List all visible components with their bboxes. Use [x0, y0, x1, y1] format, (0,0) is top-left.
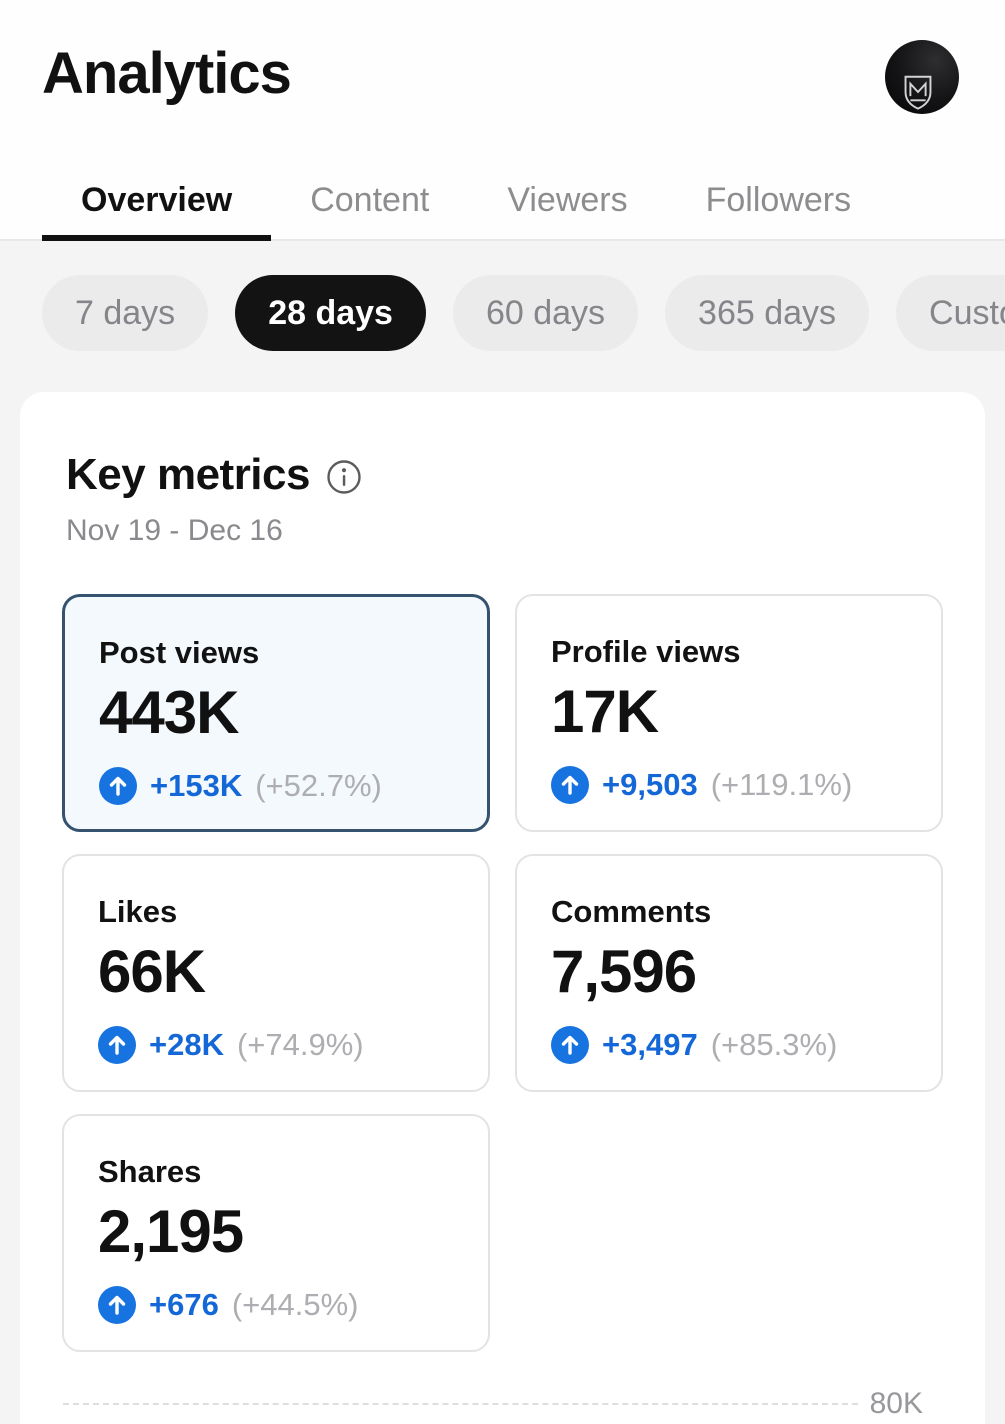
metric-delta-percent: (+74.9%) [236, 1027, 364, 1062]
range-pill-7-days[interactable]: 7 days [42, 275, 209, 351]
range-pill-60-days[interactable]: 60 days [452, 275, 639, 351]
tab-followers[interactable]: Followers [705, 181, 852, 219]
chart-gridline [63, 1403, 858, 1405]
metric-label: Shares [98, 1154, 202, 1189]
metric-delta-value: +676 [149, 1287, 219, 1322]
date-range-scroll[interactable]: 7 days 28 days 60 days 365 days Custom [0, 241, 1005, 351]
metric-delta-percent: (+52.7%) [255, 768, 382, 803]
chart-gridline-label: 80K [869, 1387, 923, 1420]
metric-card-shares[interactable]: Shares 2,195 +676 (+44.5%) [62, 1114, 490, 1352]
range-pill-custom[interactable]: Custom [896, 275, 1005, 351]
arrow-up-circle-icon [551, 1026, 589, 1064]
profile-avatar[interactable] [885, 40, 959, 114]
metric-cards-grid: Post views 443K +153K (+52.7%) Profile v… [62, 594, 943, 1352]
app-header: Analytics Overview Content Viewers Follo… [0, 0, 1005, 241]
metric-value: 2,195 [98, 1198, 244, 1265]
section-title: Key metrics [66, 450, 310, 499]
metric-label: Profile views [551, 634, 741, 669]
metric-delta-value: +153K [150, 768, 243, 803]
info-icon[interactable] [326, 459, 362, 495]
trend-chart-peek: 80K [63, 1386, 923, 1422]
metric-label: Post views [99, 635, 260, 670]
arrow-up-circle-icon [98, 1286, 136, 1324]
tab-content[interactable]: Content [310, 181, 430, 219]
metric-value: 66K [98, 938, 206, 1005]
metric-delta-percent: (+119.1%) [710, 767, 853, 802]
tab-viewers[interactable]: Viewers [507, 181, 628, 219]
page-title: Analytics [42, 41, 292, 106]
metric-value: 7,596 [551, 938, 697, 1005]
metric-delta-percent: (+85.3%) [710, 1027, 838, 1062]
metric-delta-value: +3,497 [602, 1027, 698, 1062]
metric-value: 17K [551, 678, 659, 745]
metric-card-comments[interactable]: Comments 7,596 +3,497 (+85.3%) [515, 854, 943, 1092]
arrow-up-circle-icon [98, 1026, 136, 1064]
arrow-up-circle-icon [551, 766, 589, 804]
tab-overview[interactable]: Overview [42, 154, 272, 241]
analytics-tab-bar: Overview Content Viewers Followers [0, 154, 1005, 241]
range-pill-28-days[interactable]: 28 days [235, 275, 426, 351]
metric-card-likes[interactable]: Likes 66K +28K (+74.9%) [62, 854, 490, 1092]
metric-label: Comments [551, 894, 712, 929]
key-metrics-section: Key metrics Nov 19 - Dec 16 Post views 4… [20, 392, 985, 1424]
range-pill-365-days[interactable]: 365 days [665, 275, 870, 351]
date-range-label: Nov 19 - Dec 16 [66, 514, 283, 547]
metric-card-profile-views[interactable]: Profile views 17K +9,503 (+119.1%) [515, 594, 943, 832]
arrow-up-circle-icon [99, 767, 137, 805]
metric-delta-value: +28K [149, 1027, 224, 1062]
metric-label: Likes [98, 894, 178, 929]
metric-delta-value: +9,503 [602, 767, 698, 802]
metric-card-post-views[interactable]: Post views 443K +153K (+52.7%) [62, 594, 490, 832]
metric-value: 443K [99, 679, 239, 746]
metric-delta-percent: (+44.5%) [231, 1287, 359, 1322]
